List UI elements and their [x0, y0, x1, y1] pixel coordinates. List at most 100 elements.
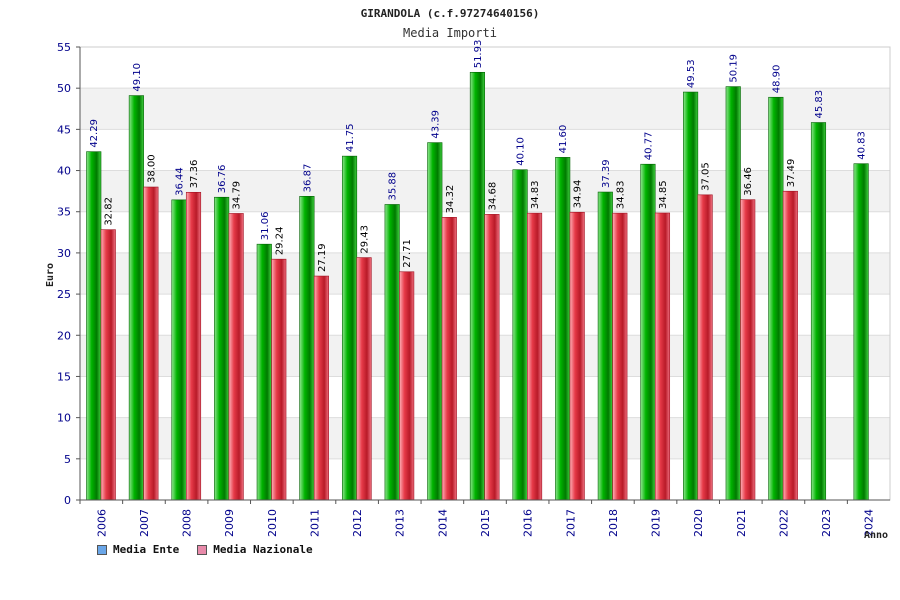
grid-band	[80, 88, 890, 130]
bar-media-ente	[469, 71, 485, 501]
x-tick-label: 2013	[394, 509, 407, 537]
value-label-media-nazionale: 34.83	[615, 180, 626, 209]
bar-media-ente	[640, 163, 656, 501]
x-tick-label: 2010	[266, 509, 279, 537]
y-tick-label: 25	[57, 288, 71, 301]
bar-media-nazionale	[143, 186, 159, 501]
x-tick-label: 2017	[564, 509, 577, 537]
value-label-media-ente: 42.29	[89, 119, 100, 148]
value-label-media-ente: 37.39	[601, 159, 612, 188]
x-tick-label: 2022	[777, 509, 790, 537]
value-label-media-ente: 45.83	[814, 90, 825, 119]
x-tick-label: 2024	[863, 509, 876, 537]
bar-media-ente	[555, 157, 571, 501]
value-label-media-nazionale: 37.49	[786, 159, 797, 188]
bar-media-ente	[768, 96, 784, 501]
y-tick-label: 35	[57, 206, 71, 219]
y-tick-label: 15	[57, 370, 71, 383]
y-tick-label: 0	[64, 494, 71, 507]
bar-media-nazionale	[782, 190, 798, 501]
bar-media-ente	[683, 91, 699, 501]
value-label-media-ente: 36.87	[302, 164, 313, 193]
value-label-media-nazionale: 34.94	[573, 180, 584, 209]
value-label-media-ente: 50.19	[729, 54, 740, 83]
x-tick-label: 2015	[479, 509, 492, 537]
value-label-media-nazionale: 32.82	[104, 197, 115, 226]
value-label-media-nazionale: 34.32	[445, 185, 456, 214]
bar-media-ente	[341, 155, 358, 501]
value-label-media-ente: 49.53	[686, 59, 697, 88]
bar-media-ente	[299, 196, 315, 501]
value-label-media-ente: 51.93	[473, 40, 484, 69]
bar-media-ente	[427, 142, 443, 501]
bar-media-ente	[810, 122, 827, 501]
value-label-media-nazionale: 37.36	[189, 160, 200, 189]
value-label-media-ente: 40.10	[516, 137, 527, 166]
legend-swatch-ente	[97, 544, 107, 555]
bar-media-nazionale	[100, 229, 116, 501]
value-label-media-ente: 40.77	[643, 132, 654, 161]
bar-media-ente	[171, 199, 187, 501]
legend-label-ente: Media Ente	[113, 543, 180, 556]
bar-media-nazionale	[612, 212, 628, 501]
x-tick-label: 2020	[692, 509, 705, 537]
y-tick-label: 50	[57, 82, 71, 95]
x-tick-label: 2018	[607, 509, 620, 537]
bar-media-ente	[86, 151, 102, 501]
value-label-media-ente: 43.39	[430, 110, 441, 139]
bar-media-nazionale	[569, 211, 585, 501]
bar-media-nazionale	[740, 199, 756, 501]
bar-media-ente	[128, 95, 144, 501]
legend-item-nazionale: Media Nazionale	[197, 543, 313, 556]
x-tick-label: 2014	[436, 509, 449, 537]
value-label-media-ente: 36.44	[175, 167, 186, 196]
x-tick-label: 2021	[735, 509, 748, 537]
x-tick-label: 2008	[181, 509, 194, 537]
bar-media-nazionale	[313, 275, 329, 501]
value-label-media-nazionale: 34.79	[232, 181, 243, 210]
grid-band	[80, 129, 890, 171]
bar-media-nazionale	[527, 212, 543, 501]
legend: Media Ente Media Nazionale	[97, 543, 313, 556]
value-label-media-nazionale: 34.83	[530, 180, 541, 209]
bar-media-ente	[853, 163, 869, 501]
bar-media-nazionale	[399, 271, 415, 501]
legend-swatch-nazionale	[197, 544, 208, 555]
value-label-media-nazionale: 37.05	[701, 162, 712, 191]
x-tick-label: 2006	[95, 509, 108, 537]
bar-media-nazionale	[271, 258, 287, 501]
x-axis: 2006 2007 2008 2009 2010 2011 2012 2013 2014 2015…	[79, 499, 890, 537]
y-axis-label: Euro	[45, 263, 56, 287]
bar-series: 42.29 32.82 49.10 38.00 36.44 37.36 36.76 34.79…	[86, 40, 869, 501]
bar-media-ente	[725, 86, 741, 501]
bar-media-ente	[214, 196, 230, 501]
value-label-media-ente: 35.88	[388, 172, 399, 201]
y-tick-label: 10	[57, 412, 71, 425]
y-tick-label: 45	[57, 123, 71, 136]
value-label-media-nazionale: 29.43	[360, 225, 371, 254]
y-tick-label: 5	[64, 453, 71, 466]
chart-subtitle: Media Importi	[403, 26, 497, 40]
value-label-media-ente: 31.06	[260, 212, 271, 241]
x-tick-label: 2012	[351, 509, 364, 537]
x-tick-label: 2007	[138, 509, 151, 537]
bar-media-nazionale	[185, 191, 202, 501]
bar-media-ente	[256, 243, 272, 501]
value-label-media-nazionale: 36.46	[743, 167, 754, 196]
value-label-media-nazionale: 27.19	[317, 243, 328, 272]
value-label-media-nazionale: 34.68	[487, 182, 498, 211]
x-tick-label: 2011	[308, 509, 321, 537]
value-label-media-ente: 40.83	[857, 131, 868, 160]
x-tick-label: 2016	[522, 509, 535, 537]
chart-title: GIRANDOLA (c.f.97274640156)	[361, 7, 540, 20]
y-tick-label: 30	[57, 247, 71, 260]
value-label-media-ente: 41.60	[558, 125, 569, 154]
value-label-media-ente: 48.90	[771, 65, 782, 94]
x-axis-label: Anno	[864, 530, 888, 541]
y-tick-label: 40	[57, 165, 71, 178]
legend-item-ente: Media Ente	[97, 543, 179, 556]
bar-media-nazionale	[356, 257, 372, 501]
value-label-media-ente: 49.10	[132, 63, 143, 92]
y-axis: 0 5 10 15 20 25 30 35 40 45 50 55	[57, 41, 81, 507]
